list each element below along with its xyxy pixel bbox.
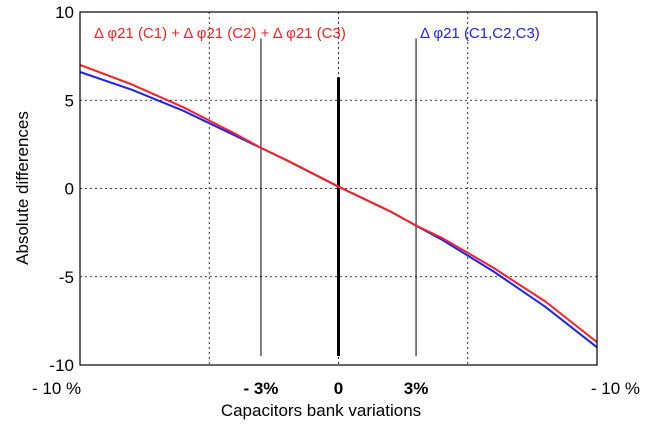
x-tick-labels: - 10 % - 3% 0 3% - 10 % bbox=[32, 379, 640, 398]
y-tick-label: -10 bbox=[49, 356, 74, 375]
reference-lines bbox=[260, 38, 417, 357]
y-tick-label: -5 bbox=[59, 268, 74, 287]
y-tick-labels: 10 5 0 -5 -10 bbox=[49, 3, 74, 375]
x-tick-label: - 3% bbox=[243, 379, 278, 398]
legend-entry-red-series: Δ φ21 (C1) + Δ φ21 (C2) + Δ φ21 (C3) bbox=[94, 25, 346, 42]
x-tick-label: 0 bbox=[334, 379, 343, 398]
series-line-red bbox=[79, 63, 598, 343]
x-tick-label: 3% bbox=[404, 379, 429, 398]
legend-entry-blue-series: Δ φ21 (C1,C2,C3) bbox=[420, 25, 540, 42]
y-tick-label: 0 bbox=[65, 180, 74, 199]
x-axis-label: Capacitors bank variations bbox=[221, 401, 421, 420]
plot-frame bbox=[79, 11, 598, 366]
y-axis-label: Absolute differences bbox=[13, 111, 32, 265]
y-tick-label: 10 bbox=[55, 3, 74, 22]
x-tick-label: - 10 % bbox=[591, 379, 640, 398]
y-tick-label: 5 bbox=[65, 91, 74, 110]
series-layer bbox=[79, 63, 598, 349]
x-tick-label: - 10 % bbox=[32, 379, 81, 398]
